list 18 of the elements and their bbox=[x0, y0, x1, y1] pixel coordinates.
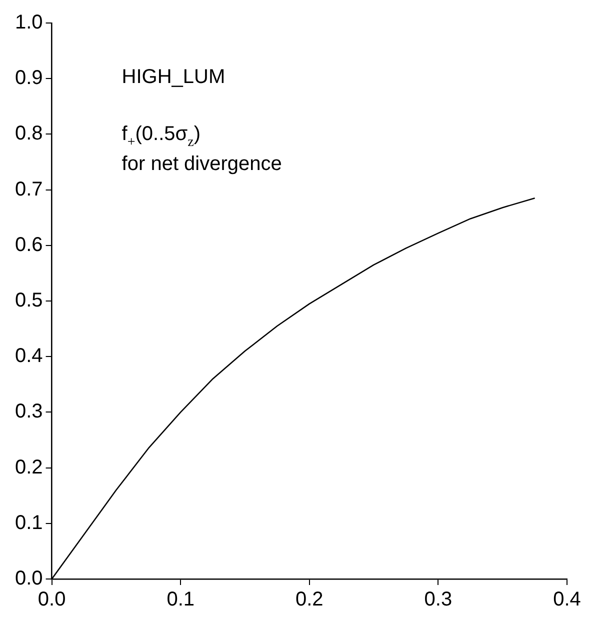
y-tick-label: 0.2 bbox=[14, 456, 43, 478]
y-tick-label: 1.0 bbox=[14, 12, 43, 34]
annotation: HIGH_LUM bbox=[122, 66, 226, 88]
y-tick-label: 0.0 bbox=[14, 568, 43, 590]
x-tick-label: 0.1 bbox=[166, 588, 195, 611]
y-tick-label: 0.3 bbox=[14, 400, 43, 423]
x-tick-label: 0.3 bbox=[424, 588, 452, 611]
y-tick-label: 0.6 bbox=[14, 234, 43, 256]
y-tick-label: 0.1 bbox=[14, 512, 43, 534]
y-tick-label: 0.5 bbox=[14, 290, 43, 312]
x-tick-label: 0.2 bbox=[295, 588, 324, 611]
y-tick-label: 0.7 bbox=[14, 178, 43, 200]
y-tick-label: 0.8 bbox=[14, 122, 43, 145]
x-tick-label: 0.0 bbox=[38, 588, 66, 611]
y-tick-label: 0.4 bbox=[14, 345, 43, 368]
annotation: for net divergence bbox=[122, 153, 282, 175]
y-tick-label: 0.9 bbox=[14, 67, 43, 90]
x-tick-label: 0.4 bbox=[553, 588, 581, 611]
